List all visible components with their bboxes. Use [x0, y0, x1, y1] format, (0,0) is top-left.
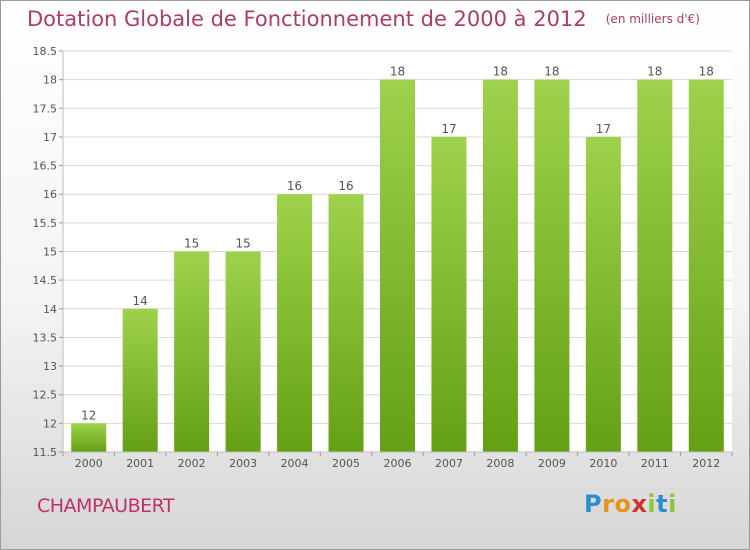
data-label: 18 — [544, 65, 559, 79]
y-tick-label: 16.5 — [33, 160, 58, 173]
bar — [482, 79, 518, 453]
x-tick-label: 2000 — [75, 457, 103, 470]
y-tick-label: 15 — [43, 246, 57, 259]
y-tick-label: 12.5 — [33, 389, 58, 402]
data-label: 15 — [235, 237, 250, 251]
x-tick-label: 2006 — [384, 457, 412, 470]
data-label: 17 — [441, 122, 456, 136]
bar — [688, 79, 724, 453]
logo-letter: t — [656, 490, 669, 518]
logo-letter: x — [631, 490, 648, 518]
y-tick-label: 15.5 — [33, 217, 58, 230]
bar — [585, 136, 621, 452]
data-label: 18 — [647, 65, 662, 79]
bar — [431, 136, 467, 452]
data-label: 16 — [287, 179, 302, 193]
data-labels: 12 14 15 15 16 16 18 17 18 18 17 18 18 — [81, 65, 714, 423]
chart-title: Dotation Globale de Fonctionnement de 20… — [27, 7, 587, 31]
x-tick-label: 2010 — [589, 457, 617, 470]
bar — [122, 308, 158, 452]
bar — [225, 251, 261, 452]
logo-letter: i — [647, 490, 657, 518]
bar — [174, 251, 210, 452]
data-label: 18 — [699, 65, 714, 79]
x-tick-label: 2012 — [692, 457, 720, 470]
data-label: 12 — [81, 408, 96, 422]
y-tick-label: 18 — [43, 74, 57, 87]
y-tick-label: 13.5 — [33, 331, 58, 344]
x-tick-label: 2003 — [229, 457, 257, 470]
logo-letter: i — [668, 490, 677, 518]
bar — [71, 423, 107, 452]
x-tick-label: 2009 — [538, 457, 566, 470]
data-label: 17 — [596, 122, 611, 136]
proxiti-logo: Proxiti — [584, 490, 677, 518]
x-tick-label: 2005 — [332, 457, 360, 470]
bar — [637, 79, 673, 453]
bar — [277, 194, 313, 452]
x-tick-label: 2004 — [281, 457, 309, 470]
title-row: Dotation Globale de Fonctionnement de 20… — [27, 7, 700, 31]
logo-letter: o — [614, 490, 632, 518]
y-tick-label: 11.5 — [33, 446, 58, 459]
x-axis-ticks: 2000 2001 2002 2003 2004 2005 2006 2007 2008 2009… — [62, 452, 733, 470]
commune-name: CHAMPAUBERT — [37, 495, 175, 517]
y-tick-label: 12 — [43, 417, 57, 430]
bar — [328, 194, 364, 452]
bar — [380, 79, 415, 453]
logo-letter: r — [602, 490, 615, 518]
bars — [71, 79, 724, 453]
x-tick-label: 2002 — [178, 457, 206, 470]
x-tick-label: 2011 — [641, 457, 669, 470]
chart-unit: (en milliers d'€) — [605, 12, 700, 26]
y-tick-label: 13 — [43, 360, 57, 373]
y-tick-label: 14 — [43, 303, 57, 316]
x-tick-label: 2008 — [486, 457, 514, 470]
y-axis-ticks: 11.5 12 12.5 13 13.5 14 14.5 15 15.5 16 16.5 17 17.5… — [33, 45, 63, 459]
y-tick-label: 14.5 — [33, 274, 58, 287]
logo-letter: P — [584, 490, 603, 518]
bar — [534, 79, 570, 453]
data-label: 18 — [390, 65, 405, 79]
y-tick-label: 17 — [43, 131, 57, 144]
x-tick-label: 2007 — [435, 457, 463, 470]
y-tick-label: 17.5 — [33, 102, 58, 115]
y-tick-label: 18.5 — [33, 45, 58, 58]
data-label: 16 — [338, 179, 353, 193]
y-tick-label: 16 — [43, 188, 57, 201]
data-label: 15 — [184, 237, 199, 251]
data-label: 14 — [133, 294, 148, 308]
data-label: 18 — [493, 65, 508, 79]
x-tick-label: 2001 — [126, 457, 154, 470]
